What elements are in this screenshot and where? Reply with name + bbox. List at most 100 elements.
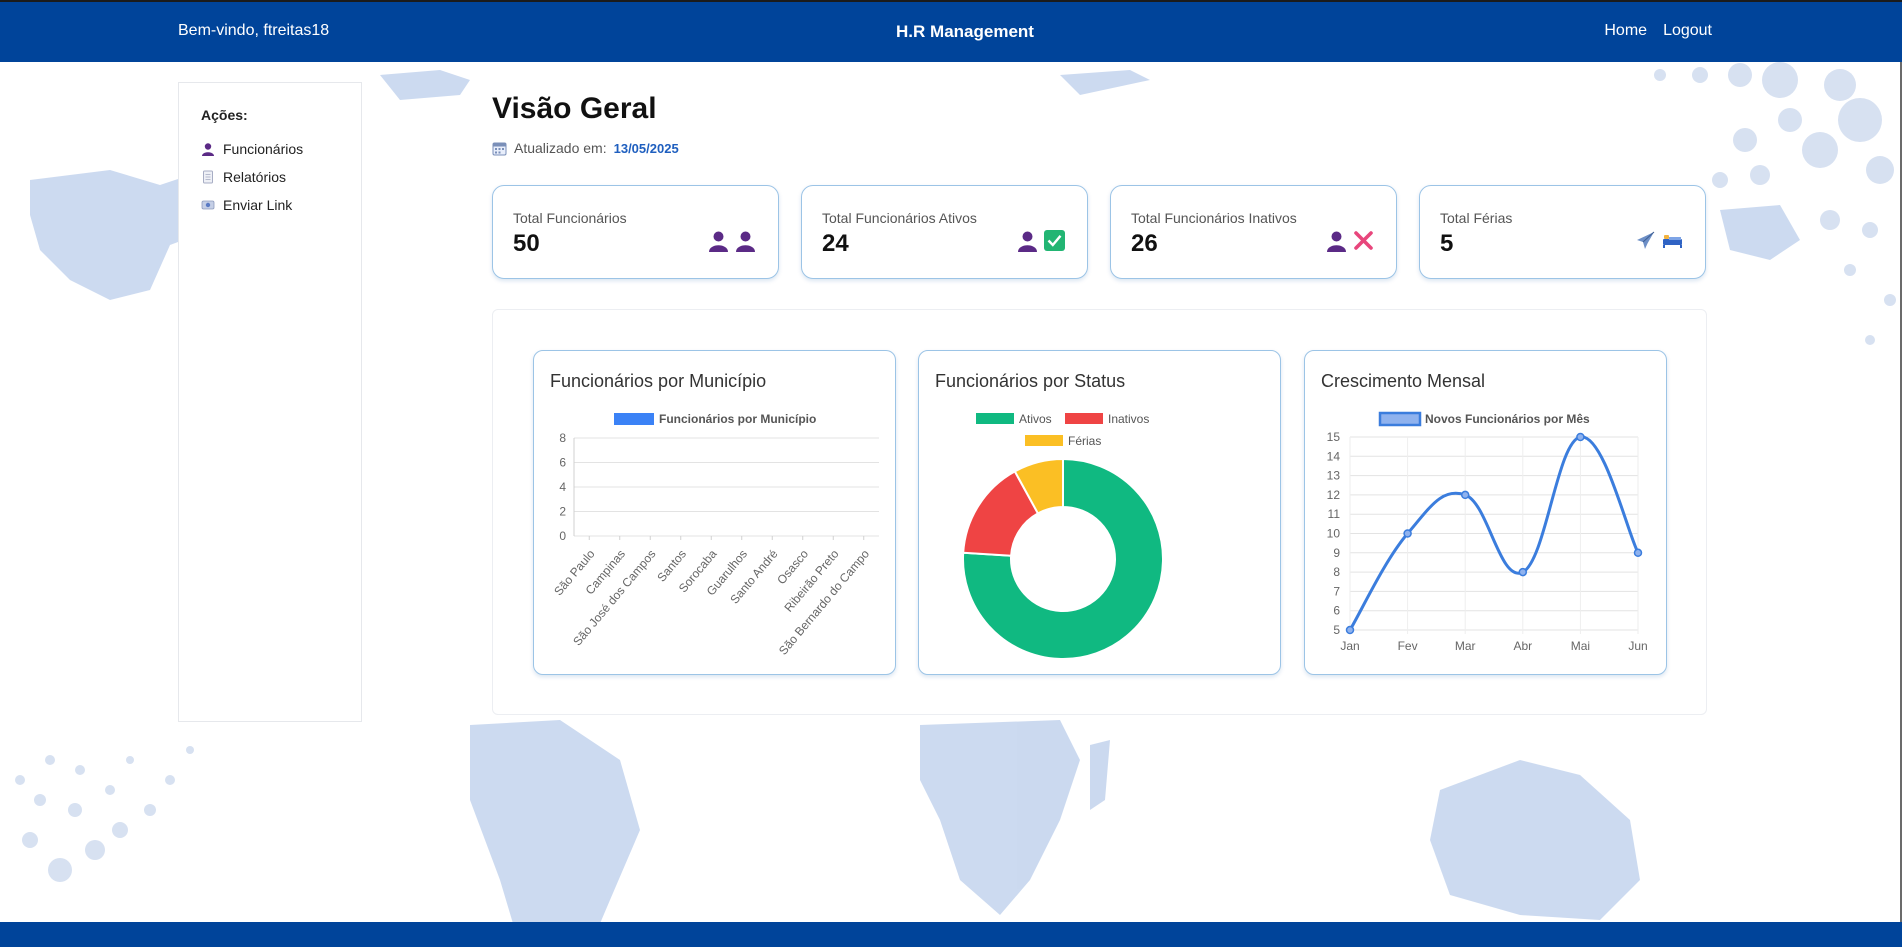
legend-swatch-inativos [1065,413,1103,424]
card-total-inativos: Total Funcionários Inativos 26 [1110,185,1397,279]
line-y-tick: 12 [1327,488,1341,502]
line-point[interactable] [1403,529,1412,538]
line-point[interactable] [1460,490,1470,500]
line-y-tick: 8 [1333,565,1340,579]
legend-label-ativos: Ativos [1019,412,1052,426]
user-icon [1327,231,1346,252]
card-label: Total Funcionários [513,210,627,226]
line-y-tick: 11 [1328,507,1341,521]
sidebar-item-label: Enviar Link [223,197,293,213]
legend-label-inativos: Inativos [1108,412,1149,426]
chart-card-status: Funcionários por Status Ativos Inativos … [918,350,1281,675]
main-content: Visão Geral Atualizado em: 13/05/2025 To… [492,92,1707,715]
bar-legend-label: Funcionários por Município [659,412,816,426]
app-brand: H.R Management [896,22,1034,41]
donut-chart: Ativos Inativos Férias [962,412,1164,660]
sidebar-item-funcionarios[interactable]: Funcionários [201,135,361,163]
line-point[interactable] [1576,432,1585,442]
airplane-icon [1637,231,1655,249]
updated-info: Atualizado em: 13/05/2025 [492,140,1707,156]
page-title: Visão Geral [492,92,657,125]
sidebar-item-label: Relatórios [223,169,287,185]
line-chart: Novos Funcionários por Mês 5 6 7 8 9 10 11 12 13… [1327,411,1648,653]
chart-title: Crescimento Mensal [1321,371,1486,391]
line-y-tick: 7 [1333,584,1340,598]
card-value: 26 [1131,230,1158,257]
line-x-tick: Abr [1513,639,1532,653]
legend-swatch-ativos [976,413,1014,424]
chart-title: Funcionários por Status [935,371,1126,391]
line-x-tick: Fev [1398,639,1418,653]
bed-icon [1663,235,1682,248]
stat-cards: Total Funcionários 50 Total Funcionários… [492,185,1707,279]
chart-title: Funcionários por Município [550,371,767,391]
line-x-tick: Mai [1571,639,1590,653]
bar-y-axis: 0 2 4 6 8 [559,431,566,543]
line-y-tick: 10 [1327,527,1341,541]
sidebar-item-relatorios[interactable]: Relatórios [201,163,361,191]
line-y-axis: 5 6 7 8 9 10 11 12 13 14 15 [1327,430,1341,637]
line-x-tick: Jun [1628,639,1647,653]
user-icon [202,143,214,156]
line-y-tick: 13 [1327,469,1341,483]
card-label: Total Férias [1440,210,1513,226]
line-point[interactable] [1345,625,1355,635]
card-total-ferias: Total Férias 5 [1419,185,1706,279]
sidebar: Ações: Funcionários Relatórios Enviar Li… [178,82,362,722]
check-icon [1044,230,1065,251]
calendar-icon [492,142,507,155]
updated-date: 13/05/2025 [613,140,679,156]
line-legend-swatch [1378,411,1422,427]
sidebar-title: Ações: [201,107,248,123]
card-total-ativos: Total Funcionários Ativos 24 [801,185,1088,279]
bar-chart: Funcionários por Município 0 2 4 6 8 São Pau… [551,412,879,658]
line-legend-label: Novos Funcionários por Mês [1425,412,1590,426]
bar-grid [573,437,879,540]
line-point[interactable] [1633,548,1643,558]
card-label: Total Funcionários Inativos [1131,210,1297,226]
user-icon [1018,231,1037,252]
card-value: 5 [1440,230,1454,257]
line-points [1345,432,1643,635]
line-y-tick: 9 [1333,546,1340,560]
top-navbar: Bem-vindo, ftreitas18 H.R Management Hom… [0,0,1902,62]
line-x-tick: Jan [1340,639,1359,653]
card-label: Total Funcionários Ativos [822,210,977,226]
user-icon [709,231,728,252]
line-x-tick: Mar [1455,639,1476,653]
bar-y-tick: 8 [559,431,566,445]
donut-slices [962,457,1164,660]
bottom-bar [0,922,1902,947]
line-y-tick: 6 [1333,604,1340,618]
line-y-tick: 15 [1327,430,1341,444]
sidebar-item-label: Funcionários [223,141,304,157]
line-y-tick: 5 [1333,623,1340,637]
card-value: 50 [513,230,540,257]
line-grid [1349,436,1639,634]
chart-card-municipio: Funcionários por Município Funcionários … [533,350,896,675]
donut-slice-ativos[interactable] [962,457,1164,660]
line-y-tick: 14 [1327,449,1341,463]
line-point[interactable] [1518,567,1528,577]
nav-logout-link[interactable]: Logout [1663,22,1712,39]
chart-card-crescimento: Crescimento Mensal Novos Funcionários po… [1304,350,1667,675]
welcome-text: Bem-vindo, ftreitas18 [178,22,330,39]
legend-swatch-ferias [1025,435,1063,446]
sidebar-item-enviar-link[interactable]: Enviar Link [201,191,361,219]
donut-slice-férias[interactable] [1013,457,1064,515]
nav-home-link[interactable]: Home [1604,22,1648,39]
top-nav: Home Logout [1604,22,1712,40]
bar-y-tick: 0 [559,529,566,543]
bar-legend-swatch [614,413,654,425]
scrollbar[interactable] [1900,62,1902,922]
legend-label-ferias: Férias [1068,434,1101,448]
updated-label: Atualizado em: [514,140,607,156]
user-icon [736,231,755,252]
bar-y-tick: 4 [559,480,566,494]
charts-panel: Funcionários por Município Funcionários … [492,309,1707,715]
bar-y-tick: 2 [559,505,566,519]
card-total-funcionarios: Total Funcionários 50 [492,185,779,279]
card-value: 24 [822,230,849,257]
